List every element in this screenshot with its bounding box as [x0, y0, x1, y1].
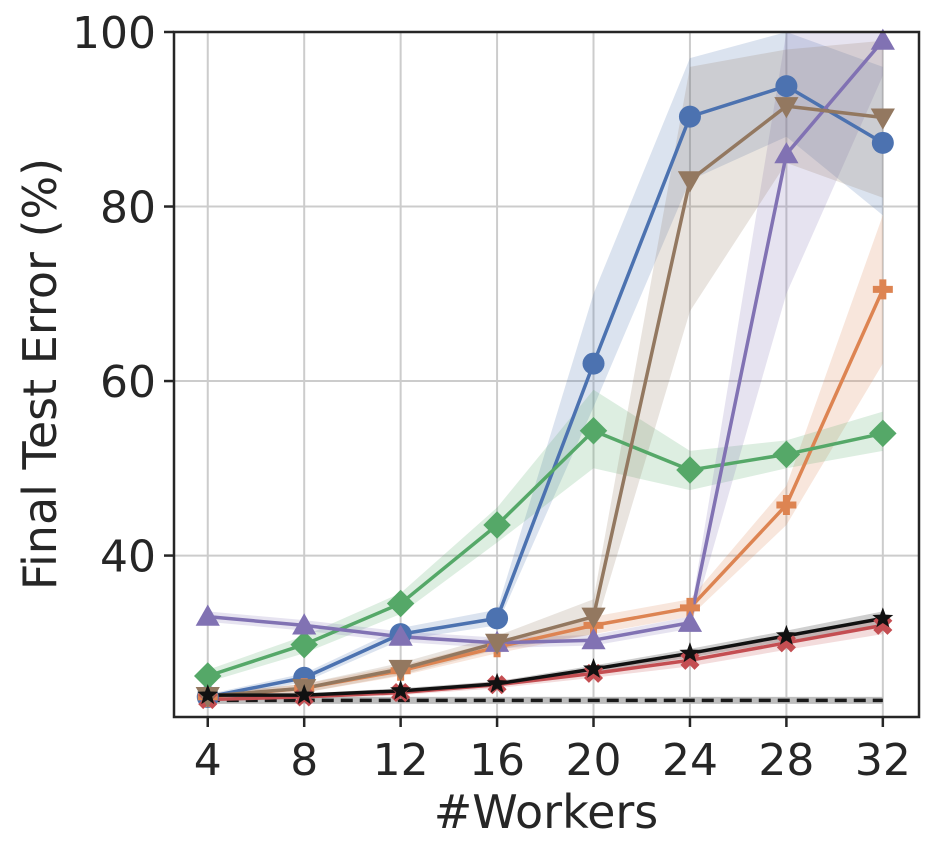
data-point — [581, 628, 606, 650]
data-point — [870, 108, 895, 130]
data-point — [388, 659, 413, 682]
data-point — [197, 684, 219, 705]
confidence-band — [207, 32, 883, 700]
y-tick-label: 40 — [100, 532, 156, 583]
data-point — [677, 171, 703, 193]
data-point — [581, 607, 606, 629]
data-point — [776, 633, 796, 653]
data-point — [677, 610, 703, 632]
y-tick-label: 100 — [72, 8, 156, 59]
y-axis-ticks: 40 60 80 100 — [72, 8, 174, 583]
series-lines — [207, 39, 885, 702]
data-point — [484, 633, 510, 655]
x-tick-label: 4 — [194, 735, 222, 786]
data-point — [390, 679, 412, 700]
series-line — [207, 104, 884, 698]
data-point — [293, 684, 315, 705]
x-tick-label: 16 — [469, 735, 525, 786]
data-point — [872, 607, 894, 628]
series-line — [207, 39, 885, 645]
data-point — [679, 642, 701, 663]
data-point — [582, 352, 605, 375]
data-point — [486, 607, 509, 630]
y-tick-label: 60 — [100, 357, 156, 408]
y-axis-label: Final Test Error (%) — [13, 158, 67, 590]
data-point — [388, 624, 413, 646]
x-tick-label: 20 — [566, 735, 622, 786]
y-tick-label: 80 — [100, 183, 156, 234]
data-point — [679, 597, 700, 618]
x-tick-label: 12 — [373, 735, 429, 786]
confidence-band — [207, 32, 883, 649]
data-point — [292, 613, 317, 635]
data-point — [195, 604, 220, 626]
series-markers — [194, 28, 897, 710]
x-axis-ticks: 4 8 12 16 20 24 28 32 — [194, 717, 911, 786]
data-point — [872, 279, 893, 300]
data-point — [290, 630, 318, 659]
data-point — [680, 650, 700, 670]
data-point — [386, 589, 415, 618]
series-line — [207, 429, 884, 678]
data-point — [486, 672, 508, 693]
data-point — [678, 105, 701, 128]
data-point — [774, 97, 799, 119]
data-point — [776, 494, 797, 515]
data-point — [775, 624, 797, 645]
data-point — [873, 615, 893, 635]
data-point — [775, 75, 798, 98]
confidence-band — [207, 40, 883, 699]
x-tick-label: 28 — [758, 735, 814, 786]
data-point — [676, 456, 704, 484]
x-axis-label: #Workers — [434, 785, 659, 839]
series-line — [207, 84, 884, 699]
data-point — [869, 419, 897, 448]
confidence-band — [207, 389, 883, 683]
plot-frame — [172, 30, 921, 719]
confidence-bands — [207, 32, 883, 702]
data-point — [579, 417, 608, 445]
data-point — [774, 142, 799, 164]
data-point — [483, 511, 511, 539]
data-point — [870, 28, 895, 50]
x-tick-label: 32 — [855, 735, 911, 786]
data-point — [871, 131, 894, 154]
data-point — [194, 662, 222, 690]
data-point — [772, 440, 801, 469]
data-point — [583, 658, 604, 678]
x-tick-label: 24 — [662, 735, 718, 786]
series-line — [207, 616, 884, 697]
confidence-band — [207, 215, 883, 700]
x-tick-label: 8 — [290, 735, 318, 786]
